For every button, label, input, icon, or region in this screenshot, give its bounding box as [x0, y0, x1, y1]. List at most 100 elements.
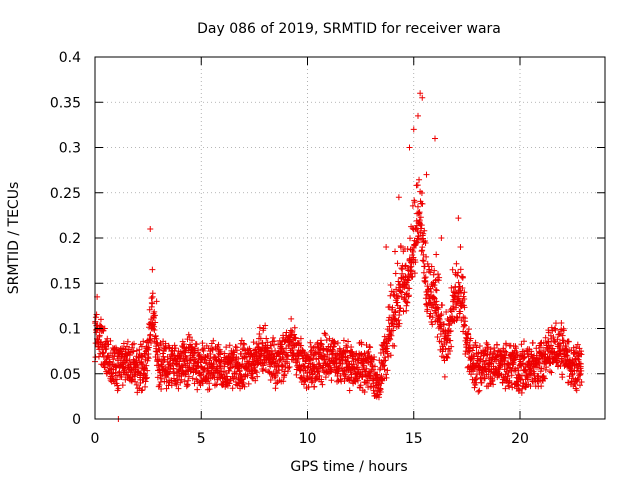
data-point: [418, 248, 425, 255]
data-point: [131, 373, 138, 380]
data-point: [255, 341, 262, 348]
data-point: [411, 199, 418, 206]
y-tick-label: 0.1: [59, 322, 81, 338]
data-point: [558, 356, 565, 363]
data-point: [363, 365, 370, 372]
data-point: [452, 284, 459, 291]
data-point: [141, 371, 148, 378]
data-point: [264, 339, 271, 346]
data-point: [142, 375, 149, 382]
data-point: [491, 345, 498, 352]
data-point: [200, 347, 207, 354]
data-point: [285, 365, 292, 372]
data-point: [363, 341, 370, 348]
data-point: [178, 351, 185, 358]
data-point: [131, 340, 138, 347]
data-point: [466, 342, 473, 349]
data-point: [489, 376, 496, 383]
data-point: [217, 365, 224, 372]
data-point: [124, 338, 131, 345]
data-point: [438, 235, 445, 241]
data-point: [206, 386, 213, 393]
data-point: [459, 284, 466, 291]
data-point: [168, 382, 175, 389]
data-point: [224, 373, 231, 380]
data-point: [543, 364, 550, 371]
data-point: [577, 370, 584, 377]
data-point: [309, 378, 316, 385]
data-point: [345, 338, 352, 345]
data-point: [250, 339, 257, 346]
data-point: [429, 314, 436, 321]
data-point: [447, 328, 454, 335]
data-point: [348, 371, 355, 378]
data-point: [228, 357, 235, 364]
data-point: [514, 351, 521, 358]
data-point: [427, 310, 434, 317]
data-point: [529, 355, 536, 362]
data-point: [394, 260, 401, 267]
data-point: [529, 340, 536, 347]
data-point: [298, 342, 305, 349]
data-point: [502, 354, 509, 361]
data-point: [459, 273, 466, 280]
data-point: [560, 327, 567, 334]
data-point: [380, 349, 387, 356]
data-point: [235, 355, 242, 362]
data-point: [175, 385, 182, 392]
data-point: [427, 269, 434, 276]
data-point: [211, 361, 218, 368]
data-point: [226, 342, 233, 349]
data-point: [226, 380, 233, 387]
data-point: [152, 319, 159, 326]
data-point: [93, 329, 100, 336]
data-point: [174, 361, 181, 368]
data-point: [371, 354, 378, 361]
data-point: [551, 338, 558, 345]
data-point: [397, 288, 404, 295]
x-tick-label: 5: [197, 431, 206, 447]
axis-ticks: 0 0.05 0.1 0.15 0.2 0.25 0.3 0.35 0.4 0 5 10 15 20: [50, 50, 605, 447]
data-point: [457, 290, 464, 297]
data-point: [450, 296, 457, 303]
data-point: [413, 238, 420, 245]
data-point: [208, 340, 215, 347]
data-point: [422, 274, 429, 281]
data-point: [365, 348, 372, 355]
data-point: [96, 332, 103, 339]
data-point: [269, 356, 276, 363]
data-point: [409, 202, 416, 209]
data-point: [381, 366, 388, 373]
data-point: [410, 248, 417, 255]
data-point: [520, 348, 527, 355]
data-point: [115, 385, 122, 392]
data-point: [291, 324, 298, 331]
data-point: [188, 357, 195, 364]
data-point: [516, 386, 523, 393]
data-point: [123, 343, 130, 350]
data-point: [256, 330, 263, 337]
data-point: [151, 327, 158, 333]
data-point: [466, 348, 473, 355]
data-point: [546, 368, 553, 375]
data-point: [322, 332, 329, 339]
data-point: [419, 94, 426, 101]
data-point: [503, 341, 510, 348]
data-point: [284, 352, 291, 359]
data-point: [151, 312, 158, 319]
data-point: [421, 275, 428, 282]
data-point: [423, 171, 430, 178]
data-point: [472, 339, 479, 346]
data-point: [475, 388, 482, 395]
data-point: [241, 341, 248, 348]
data-point: [259, 368, 266, 375]
data-point: [156, 356, 163, 363]
data-point: [182, 371, 189, 378]
data-point: [508, 379, 515, 386]
data-point: [552, 320, 559, 327]
data-point: [463, 334, 470, 341]
data-point: [307, 348, 314, 355]
data-point: [140, 338, 147, 345]
data-point: [527, 383, 534, 390]
